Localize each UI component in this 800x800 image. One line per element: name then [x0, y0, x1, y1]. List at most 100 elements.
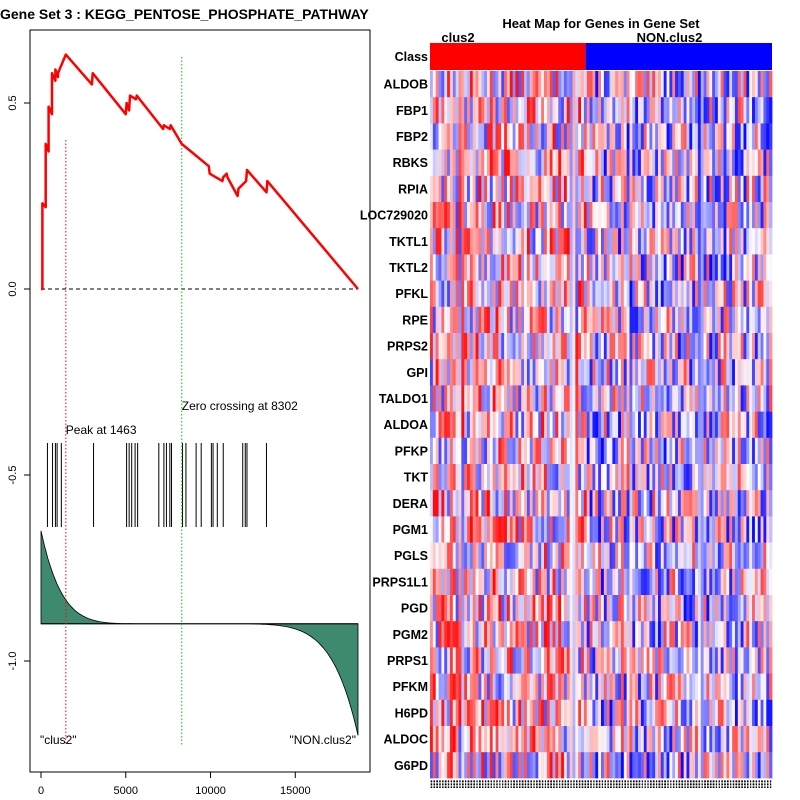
heatmap-cell — [586, 228, 590, 255]
heatmap-cell — [646, 202, 650, 229]
heatmap-cell — [692, 542, 696, 570]
heatmap-cell — [726, 437, 730, 465]
heatmap-cell — [512, 464, 516, 491]
heatmap-cell — [430, 385, 434, 412]
heatmap-cell — [675, 752, 679, 779]
heatmap-cell — [478, 647, 482, 674]
heatmap-cell — [515, 673, 519, 701]
heatmap-cell — [447, 333, 451, 360]
heatmap-cell — [669, 752, 673, 779]
heatmap-cell — [686, 333, 690, 360]
heatmap-cell — [432, 280, 437, 308]
heatmap-cell — [726, 699, 730, 727]
heatmap-cell — [521, 673, 525, 701]
heatmap-cell — [769, 568, 773, 596]
heatmap-cell — [612, 516, 616, 543]
heatmap-cell — [487, 228, 491, 255]
heatmap-cell — [697, 254, 702, 281]
heatmap-cell — [766, 411, 770, 439]
heatmap-row — [430, 411, 773, 439]
heatmap-cell — [432, 149, 437, 177]
heatmap-cell — [700, 437, 704, 465]
heatmap-cell — [492, 228, 496, 255]
heatmap-cell — [489, 175, 494, 203]
heatmap-cell — [658, 464, 662, 491]
heatmap-cell — [643, 228, 647, 255]
heatmap-cell — [581, 516, 585, 543]
heatmap-cell — [717, 306, 722, 334]
heatmap-cell — [612, 699, 616, 727]
heatmap-cell — [435, 123, 439, 150]
heatmap-cell — [632, 699, 636, 727]
heatmap-cell — [526, 647, 531, 674]
heatmap-cell — [487, 490, 491, 517]
heatmap-cell — [549, 726, 553, 753]
heatmap-cell — [729, 202, 733, 229]
heatmap-cell — [555, 516, 559, 543]
heatmap-cell — [769, 516, 773, 543]
heatmap-cell — [763, 699, 767, 727]
heatmap-cell — [447, 202, 451, 229]
heatmap-cell — [469, 752, 474, 779]
heatmap-cell — [432, 673, 437, 701]
heatmap-cell — [438, 385, 442, 412]
heatmap-cell — [723, 97, 727, 124]
heatmap-cell — [695, 411, 699, 439]
heatmap-cell — [575, 699, 579, 727]
heatmap-cell — [469, 333, 474, 360]
heatmap-cell — [558, 490, 562, 517]
heatmap-cell — [660, 464, 665, 491]
heatmap-cell — [438, 123, 442, 150]
heatmap-cell — [686, 149, 690, 177]
heatmap-cell — [504, 464, 508, 491]
heatmap-cell — [675, 97, 679, 124]
heatmap-cell — [578, 647, 582, 674]
heatmap-cell — [752, 542, 756, 570]
heatmap-cell — [444, 516, 448, 543]
heatmap-cell — [763, 647, 767, 674]
heatmap-cell — [680, 542, 685, 570]
heatmap-cell — [498, 306, 502, 334]
heatmap-cell — [629, 647, 633, 674]
heatmap-cell — [726, 516, 730, 543]
heatmap-cell — [717, 437, 722, 465]
heatmap-cell — [606, 149, 610, 177]
heatmap-cell — [549, 595, 553, 622]
heatmap-cell — [629, 542, 633, 570]
heatmap-cell — [432, 516, 437, 543]
heatmap-cell — [609, 228, 613, 255]
heatmap-cell — [618, 699, 622, 727]
heatmap-cell — [461, 568, 465, 596]
heatmap-cell — [532, 699, 536, 727]
heatmap-cell — [546, 621, 551, 648]
heatmap-cell — [646, 71, 650, 98]
heatmap-cell — [529, 385, 533, 412]
heatmap-cell — [495, 542, 499, 570]
heatmap-cell — [452, 149, 457, 177]
heatmap-cell — [515, 228, 519, 255]
heatmap-cell — [606, 333, 610, 360]
heatmap-cell — [524, 542, 528, 570]
heatmap-cell — [740, 726, 744, 753]
heatmap-cell — [449, 464, 454, 491]
gene-label: TKTL2 — [389, 261, 428, 275]
heatmap-cell — [626, 385, 630, 412]
heatmap-cell — [518, 542, 522, 570]
heatmap-cell — [666, 333, 670, 360]
heatmap-cell — [578, 385, 582, 412]
heatmap-cell — [709, 464, 713, 491]
heatmap-cell — [666, 647, 670, 674]
heatmap-cell — [720, 228, 724, 255]
heatmap-cell — [563, 280, 568, 308]
heatmap-cell — [606, 542, 610, 570]
heatmap-cell — [734, 699, 739, 727]
heatmap-cell — [626, 123, 630, 150]
heatmap-cell — [638, 175, 642, 203]
heatmap-cell — [677, 359, 682, 386]
heatmap-cell — [749, 385, 753, 412]
heatmap-cell — [521, 595, 525, 622]
heatmap-cell — [563, 490, 568, 517]
heatmap-cell — [495, 359, 499, 386]
heatmap-cell — [752, 673, 756, 701]
heatmap-cell — [506, 516, 511, 543]
